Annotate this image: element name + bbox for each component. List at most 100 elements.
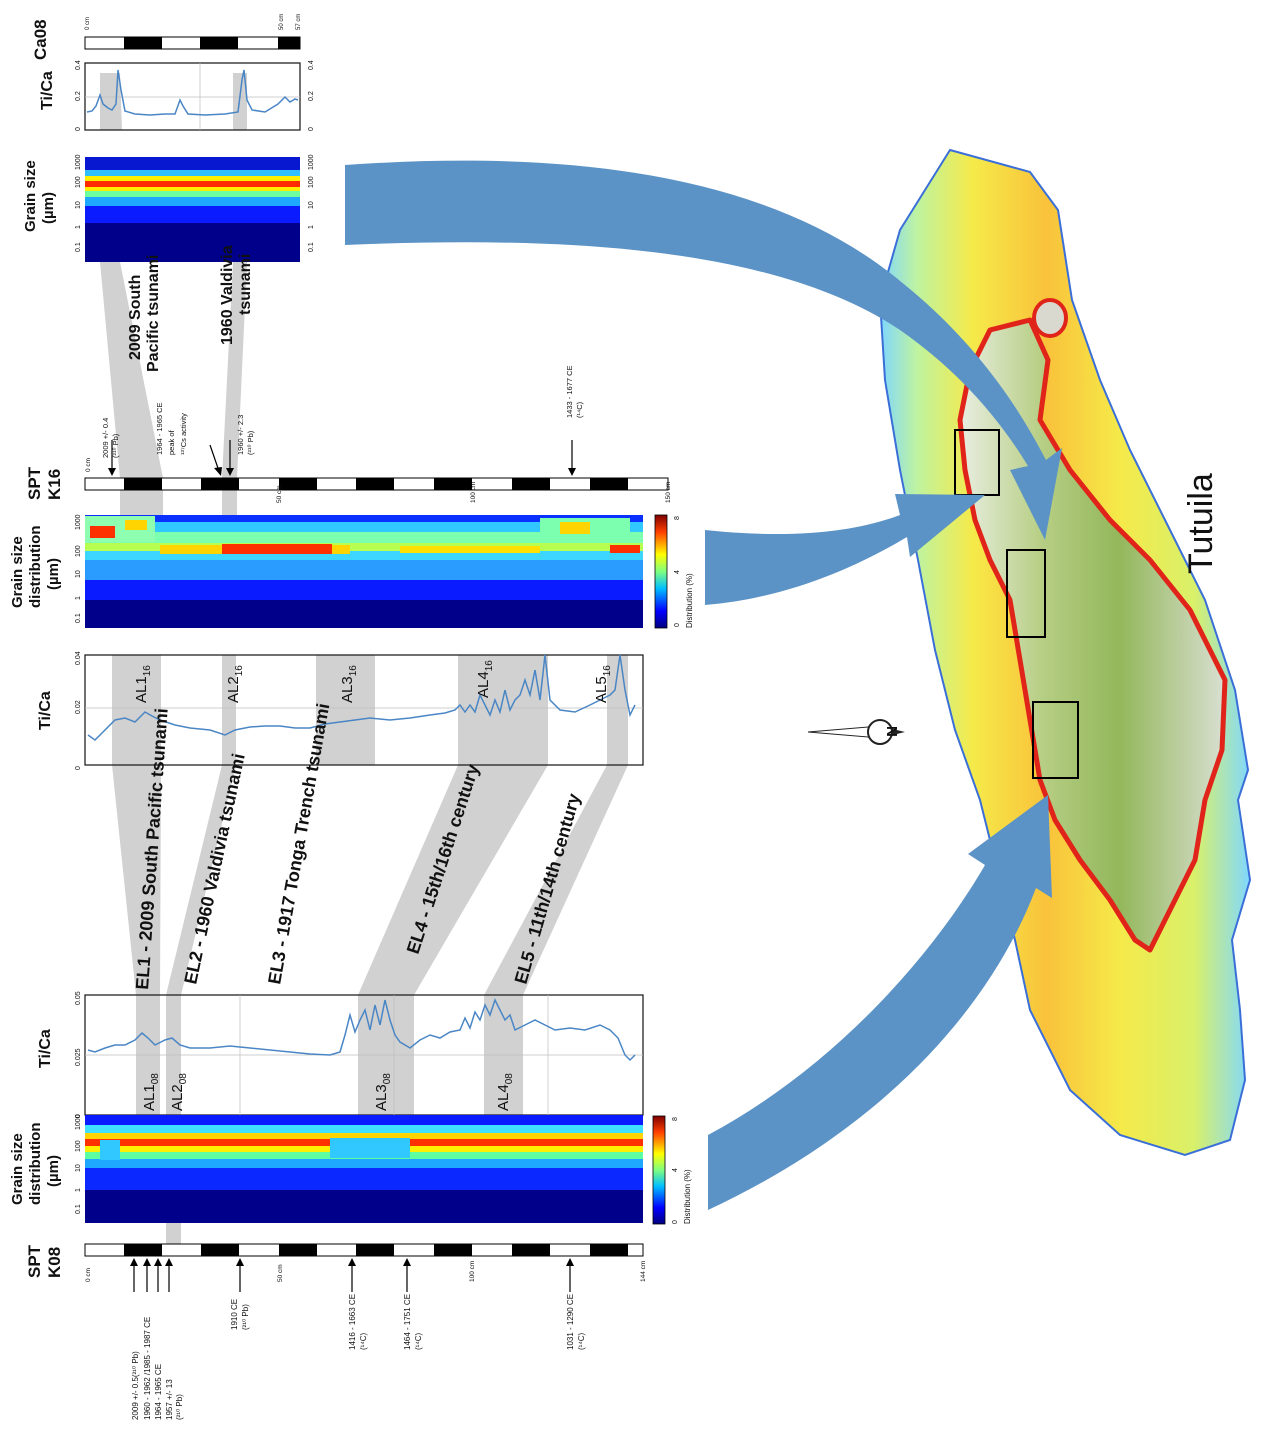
k16-ti-label: Ti/Ca xyxy=(37,691,54,730)
ca08-ti-tick-0: 0 xyxy=(75,127,82,131)
island-name: Tutuila xyxy=(1182,473,1220,574)
k16-colorbar: 0 4 8 Distribution (%) xyxy=(654,514,694,629)
connector-arrows xyxy=(345,160,1062,1210)
k08-grain-label-c: (µm) xyxy=(45,1155,62,1187)
k16-depth-100: 100 cm xyxy=(470,482,477,503)
crater-icon xyxy=(1032,298,1068,338)
ca08-gs-tick-1: 1 xyxy=(75,225,82,229)
k08-ti-tick-005: 0.05 xyxy=(75,991,82,1005)
ca08-label: Ca08 xyxy=(31,19,50,60)
ca08-depth-0: 0 cm xyxy=(85,17,91,30)
site-box-k08 xyxy=(1032,701,1079,779)
ca08-gs-tick-100: 100 xyxy=(75,176,82,188)
k08-layer-labels: AL108 AL208 AL308 AL408 xyxy=(141,1073,515,1111)
k16-grain-label: Grain size xyxy=(9,536,26,608)
k16-ti-tick-0: 0 xyxy=(75,766,82,770)
k08-depth-0: 0 cm xyxy=(85,1268,92,1282)
k08-gs-tick-10: 10 xyxy=(75,1164,82,1172)
k08-depth-100: 100 cm xyxy=(469,1261,476,1282)
k16-al4: AL416 xyxy=(475,660,495,698)
ca08-ti-chart: 0 0.2 0.4 0 0.2 0.4 xyxy=(75,60,315,131)
k16-age-1964: 1964 - 1965 CE peak of ¹³⁷Cs activity xyxy=(155,400,188,455)
k08-age-1416: 1416 - 1663 CE (¹⁴C) xyxy=(348,1292,368,1350)
ca08-ti-tick-02: 0.2 xyxy=(75,91,82,101)
k08-gs-tick-1: 1 xyxy=(75,1188,82,1192)
ca08-grain-label: Grain size xyxy=(22,160,39,232)
k16-age-2009: 2009 +/- 0.4 (²¹⁰ Pb) xyxy=(101,416,120,458)
k16-column: 2009 South Pacific tsunami 1960 Valdivia… xyxy=(9,245,694,770)
ca08-grain-unit: (µm) xyxy=(40,192,57,224)
k08-age-1464: 1464 - 1751 CE (¹⁴C) xyxy=(403,1292,423,1350)
k08-cb-8: 8 xyxy=(672,1117,679,1121)
k08-age-group-1: 2009 +/- 0.5(²¹⁰ Pb) 1960 - 1962 /1985 -… xyxy=(131,1315,184,1420)
k08-age-labels: 2009 +/- 0.5(²¹⁰ Pb) 1960 - 1962 /1985 -… xyxy=(130,1258,586,1420)
k08-al3: AL308 xyxy=(373,1073,393,1111)
k16-age-1960: 1960 +/- 2.3 (²¹⁰ Pb) xyxy=(236,413,255,455)
k16-al3: AL316 xyxy=(339,665,359,703)
k08-age-1031: 1031 - 1290 CE (¹⁴C) xyxy=(566,1292,586,1350)
k08-colorbar: 0 4 8 Distribution (%) xyxy=(652,1115,692,1225)
ca08-ti-tick-04-right: 0.4 xyxy=(308,60,315,70)
k16-event-1960-b: tsunami xyxy=(237,254,254,315)
north-arrow-icon: N xyxy=(807,719,905,745)
k16-ti-tick-002: 0.02 xyxy=(75,700,82,714)
k08-label-b: K08 xyxy=(45,1247,64,1278)
k16-age-labels: 2009 +/- 0.4 (²¹⁰ Pb) 1964 - 1965 CE pea… xyxy=(101,365,584,476)
k08-grain-label-b: distribution xyxy=(27,1123,44,1206)
ca08-grain-heatmap: 0.1 1 10 100 1000 0.1 1 10 100 1000 xyxy=(75,154,315,262)
k08-ti-tick-0025: 0.025 xyxy=(75,1048,82,1066)
k08-gs-tick-01: 0.1 xyxy=(75,1204,82,1214)
site-box-k16 xyxy=(1006,549,1046,638)
k16-gs-tick-01: 0.1 xyxy=(75,613,82,623)
k16-depth-scale: 0 cm 50 cm 100 cm 150 cm xyxy=(84,458,672,503)
k08-al4: AL408 xyxy=(495,1073,515,1111)
k16-gs-tick-100: 100 xyxy=(75,545,82,557)
arrow-k08-icon xyxy=(708,795,1052,1210)
k08-depth-144: 144 cm xyxy=(640,1261,647,1282)
k16-cb-4: 4 xyxy=(674,570,681,574)
k16-ti-tick-004: 0.04 xyxy=(75,651,82,665)
ca08-gs-tick-01: 0.1 xyxy=(75,242,82,252)
k08-cb-4: 4 xyxy=(672,1168,679,1172)
arrow-ca08-icon xyxy=(345,160,1062,540)
ca08-depth-scale: 0 cm 50 cm 57 cm xyxy=(84,14,302,50)
arrow-k16-icon xyxy=(705,494,985,605)
k16-grain-heatmap: 0.1 1 10 100 1000 0 4 8 Distribution (%) xyxy=(75,514,694,629)
ca08-gs-tick-10-right: 10 xyxy=(308,201,315,209)
k16-al1: AL116 xyxy=(133,665,153,703)
k16-grain-label-b: distribution xyxy=(27,526,44,609)
k16-al2: AL216 xyxy=(225,665,245,703)
event-el3: EL3 - 1917 Tonga Trench tsunami xyxy=(264,702,333,986)
k16-grain-label-c: (µm) xyxy=(45,558,62,590)
k08-cb-title: Distribution (%) xyxy=(683,1169,692,1224)
ca08-gs-tick-10: 10 xyxy=(75,201,82,209)
event-el5: EL5 - 11th/14th century xyxy=(511,791,585,986)
k08-depth-50: 50 cm xyxy=(277,1264,284,1282)
k08-ti-tick-0: 0 xyxy=(75,1114,82,1118)
ca08-gs-tick-1-right: 1 xyxy=(308,225,315,229)
k16-event-2009: 2009 South xyxy=(127,275,144,360)
k16-event-1960: 1960 Valdivia xyxy=(219,245,236,345)
k08-al2: AL208 xyxy=(169,1073,189,1111)
k16-label-b: K16 xyxy=(45,469,64,500)
ca08-depth-57: 57 cm xyxy=(296,14,302,30)
k16-gs-tick-1: 1 xyxy=(75,596,82,600)
k16-depth-50: 50 cm xyxy=(276,485,283,503)
k08-ti-label: Ti/Ca xyxy=(37,1029,54,1068)
k16-depth-0: 0 cm xyxy=(85,458,92,472)
k16-cb-8: 8 xyxy=(674,516,681,520)
k08-grain-label: Grain size xyxy=(9,1133,26,1205)
k16-al5: AL516 xyxy=(593,665,613,703)
k08-gs-tick-100: 100 xyxy=(75,1140,82,1152)
k16-gs-tick-10: 10 xyxy=(75,570,82,578)
k08-gs-tick-1000: 1000 xyxy=(75,1114,82,1130)
ca08-ti-tick-0-right: 0 xyxy=(308,127,315,131)
ca08-ti-tick-02-right: 0.2 xyxy=(308,91,315,101)
k08-age-1910: 1910 CE (²¹⁰ Pb) xyxy=(230,1297,250,1330)
ca08-gs-tick-1000-right: 1000 xyxy=(308,154,315,170)
k16-label: SPT xyxy=(25,466,44,500)
k08-al1: AL108 xyxy=(141,1073,161,1111)
k16-event-2009-b: Pacific tsunami xyxy=(145,255,162,372)
